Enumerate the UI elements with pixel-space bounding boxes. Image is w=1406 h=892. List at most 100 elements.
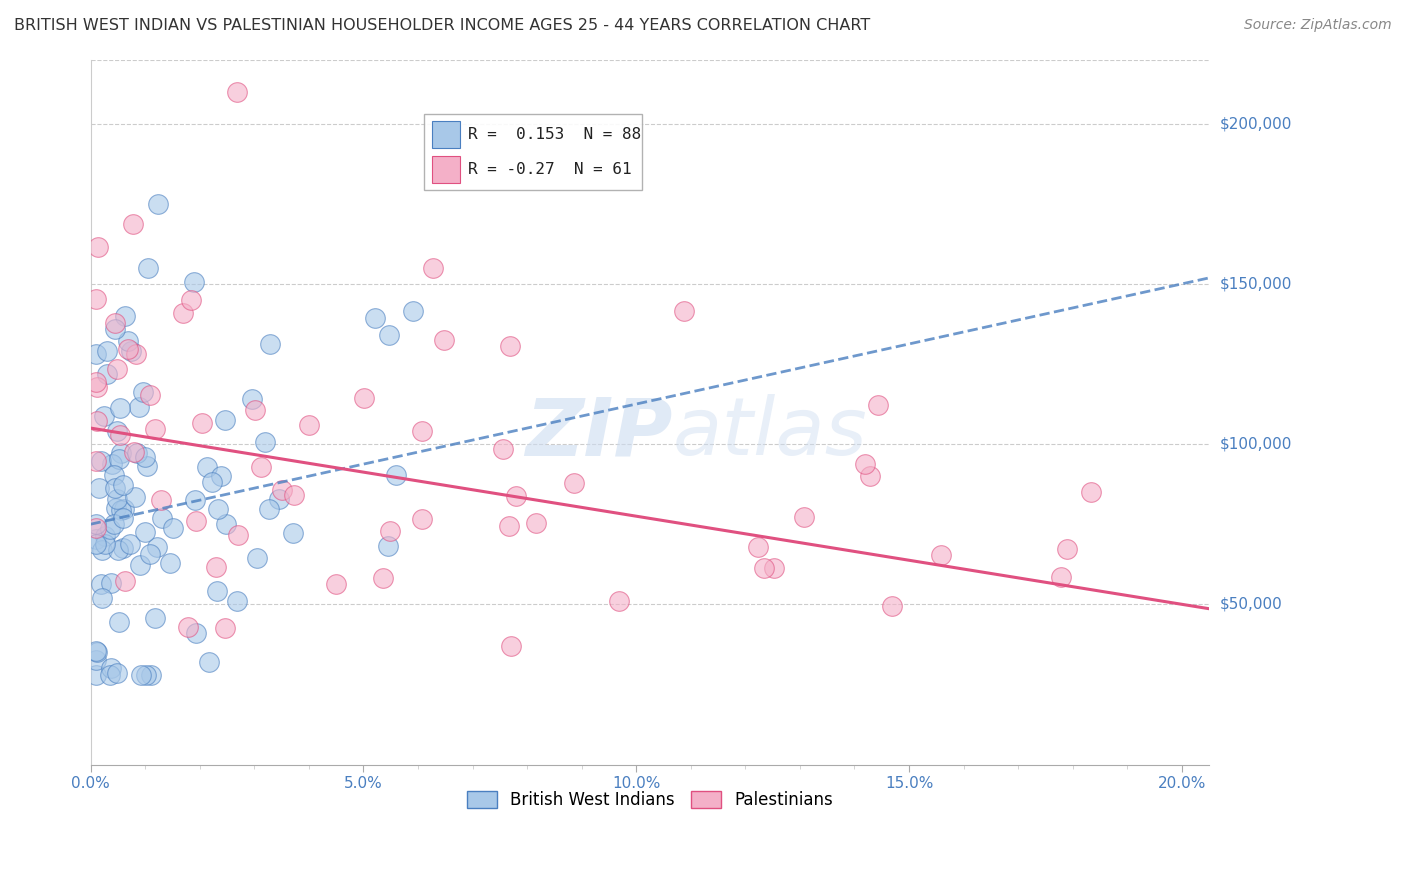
Point	[117, 342, 139, 356]
Point	[84, 292, 107, 306]
Point	[96, 344, 118, 359]
Point	[207, 502, 229, 516]
Point	[433, 333, 456, 347]
Point	[100, 661, 122, 675]
Point	[498, 519, 520, 533]
Point	[134, 450, 156, 465]
Point	[84, 667, 107, 681]
Text: R =  0.153  N = 88: R = 0.153 N = 88	[468, 127, 641, 142]
Point	[214, 412, 236, 426]
Point	[138, 547, 160, 561]
Point	[125, 347, 148, 361]
Point	[105, 424, 128, 438]
Point	[105, 491, 128, 506]
Point	[385, 468, 408, 483]
FancyBboxPatch shape	[432, 121, 460, 148]
Point	[240, 392, 263, 407]
Point	[145, 540, 167, 554]
Point	[104, 500, 127, 515]
Point	[93, 409, 115, 424]
Point	[111, 541, 134, 555]
Point	[499, 338, 522, 352]
Text: $200,000: $200,000	[1220, 116, 1292, 131]
Point	[226, 527, 249, 541]
Point	[117, 334, 139, 348]
Point	[214, 621, 236, 635]
Point	[402, 304, 425, 318]
Point	[112, 511, 135, 525]
Point	[105, 361, 128, 376]
Point	[672, 303, 695, 318]
Point	[364, 310, 387, 325]
Point	[377, 539, 399, 553]
Point	[107, 615, 129, 630]
Point	[84, 454, 107, 468]
Point	[411, 424, 433, 438]
Point	[84, 375, 107, 389]
Point	[524, 516, 547, 530]
Point	[136, 260, 159, 275]
Point	[139, 388, 162, 402]
Point	[91, 543, 114, 558]
Point	[104, 481, 127, 495]
Point	[205, 560, 228, 574]
Text: ZIP: ZIP	[524, 394, 672, 472]
Point	[150, 511, 173, 525]
Point	[184, 626, 207, 640]
Point	[131, 385, 153, 400]
Point	[371, 571, 394, 585]
FancyBboxPatch shape	[425, 114, 643, 190]
Point	[127, 445, 149, 459]
Point	[90, 577, 112, 591]
Point	[184, 514, 207, 528]
Point	[90, 454, 112, 468]
Point	[499, 639, 522, 653]
Point	[86, 645, 108, 659]
Point	[859, 469, 882, 483]
Point	[607, 594, 630, 608]
Point	[225, 593, 247, 607]
Point	[143, 610, 166, 624]
Text: $100,000: $100,000	[1220, 436, 1292, 451]
Point	[267, 492, 290, 507]
FancyBboxPatch shape	[432, 156, 460, 183]
Point	[226, 85, 249, 99]
Point	[866, 398, 889, 412]
Point	[100, 576, 122, 591]
Point	[763, 560, 786, 574]
Point	[143, 422, 166, 436]
Point	[162, 521, 184, 535]
Point	[298, 418, 321, 433]
Point	[120, 344, 142, 359]
Point	[1080, 484, 1102, 499]
Point	[197, 459, 219, 474]
Point	[122, 445, 145, 459]
Point	[211, 468, 233, 483]
Point	[246, 551, 269, 566]
Point	[411, 512, 433, 526]
Text: atlas: atlas	[672, 394, 868, 472]
Point	[492, 442, 515, 456]
Text: $150,000: $150,000	[1220, 277, 1292, 292]
Legend: British West Indians, Palestinians: British West Indians, Palestinians	[460, 785, 839, 816]
Point	[270, 483, 292, 497]
Text: BRITISH WEST INDIAN VS PALESTINIAN HOUSEHOLDER INCOME AGES 25 - 44 YEARS CORRELA: BRITISH WEST INDIAN VS PALESTINIAN HOUSE…	[14, 18, 870, 33]
Point	[198, 655, 221, 669]
Point	[135, 458, 157, 473]
Point	[108, 452, 131, 467]
Point	[378, 524, 401, 538]
Point	[114, 309, 136, 323]
Point	[104, 316, 127, 330]
Point	[747, 540, 769, 554]
Point	[172, 306, 194, 320]
Point	[84, 644, 107, 658]
Point	[215, 517, 238, 532]
Point	[103, 467, 125, 482]
Text: R = -0.27  N = 61: R = -0.27 N = 61	[468, 162, 631, 178]
Point	[283, 488, 305, 502]
Point	[128, 400, 150, 414]
Point	[250, 459, 273, 474]
Point	[124, 491, 146, 505]
Point	[793, 510, 815, 524]
Point	[114, 574, 136, 588]
